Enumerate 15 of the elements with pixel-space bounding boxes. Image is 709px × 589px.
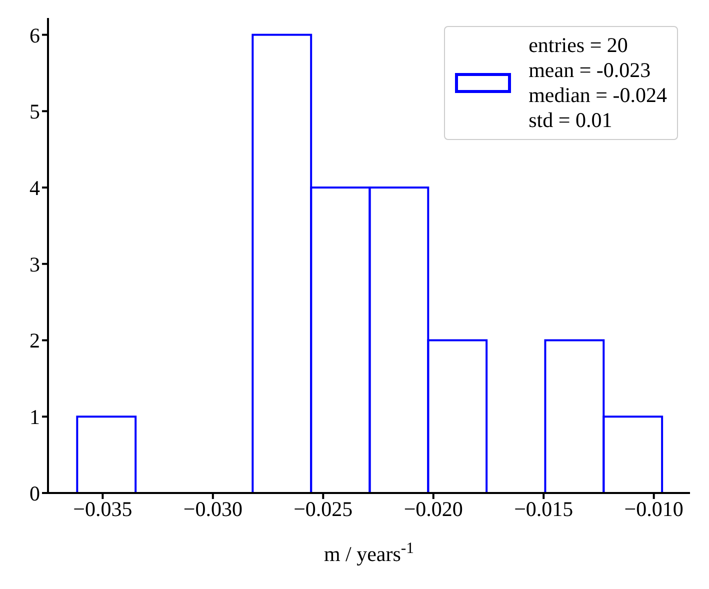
x-tick-label: −0.015 — [514, 496, 574, 521]
y-tick-label: 3 — [30, 252, 40, 276]
y-tick-label: 4 — [30, 176, 40, 200]
x-axis-title: m / years$^{-1}$ — [324, 540, 414, 566]
x-tick-label: −0.010 — [624, 496, 684, 521]
x-tick-label: −0.030 — [183, 496, 242, 521]
x-tick-label: −0.020 — [404, 496, 463, 521]
x-tick-label: −0.025 — [294, 496, 353, 521]
y-tick-label: 6 — [30, 23, 40, 48]
y-tick-label: 0 — [30, 481, 40, 506]
y-tick-label: 1 — [30, 405, 40, 430]
legend-label: entries = 20 mean = -0.023 median = -0.024 std = 0.01 — [528, 33, 667, 133]
y-tick-label: 2 — [30, 328, 40, 353]
y-tick-label: 5 — [30, 100, 40, 124]
x-tick-label: −0.035 — [73, 496, 132, 521]
